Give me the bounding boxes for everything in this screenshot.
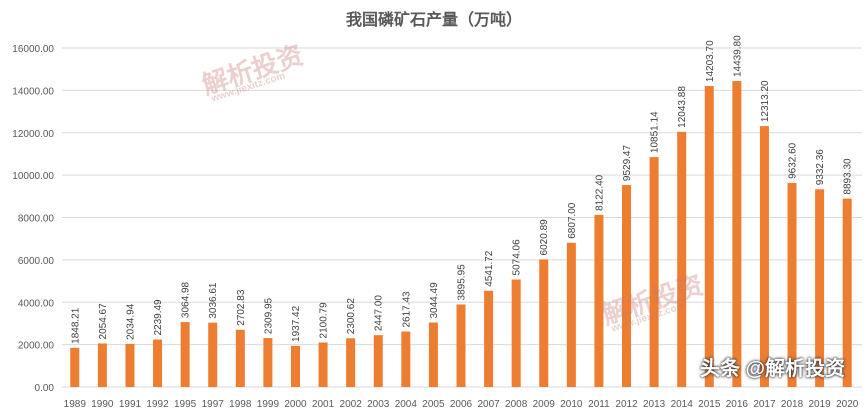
bar [677, 131, 687, 387]
data-label: 14439.80 [732, 35, 743, 77]
x-tick-label: 2006 [450, 399, 473, 410]
x-tick-label: 2019 [808, 399, 831, 410]
data-label: 12313.20 [760, 80, 771, 122]
x-tick-label: 2008 [505, 399, 528, 410]
y-tick-label: 0.00 [35, 383, 55, 394]
x-tick-label: 1991 [119, 399, 142, 410]
data-label: 6807.00 [567, 202, 578, 239]
x-tick-label: 1998 [229, 399, 252, 410]
x-tick-label: 1999 [257, 399, 280, 410]
bar [346, 338, 356, 387]
chart-title: 我国磷矿石产量（万吨） [345, 10, 522, 29]
y-tick-label: 10000.00 [12, 171, 54, 182]
data-label: 2054.67 [98, 303, 109, 340]
x-tick-label: 2013 [643, 399, 666, 410]
data-label: 2300.62 [346, 298, 357, 335]
x-tick-label: 2000 [284, 399, 307, 410]
x-tick-label: 1989 [64, 399, 87, 410]
data-label: 14203.70 [705, 40, 716, 82]
x-tick-label: 1997 [202, 399, 225, 410]
data-label: 2617.43 [401, 291, 412, 328]
bar [180, 322, 190, 387]
bar [759, 126, 769, 387]
x-tick-label: 2014 [671, 399, 694, 410]
bar [235, 329, 245, 387]
x-tick-label: 2012 [615, 399, 638, 410]
bar [842, 198, 852, 387]
data-label: 9332.36 [815, 149, 826, 186]
y-tick-label: 2000.00 [18, 341, 55, 352]
bar [622, 185, 632, 387]
x-tick-label: 2003 [367, 399, 390, 410]
bar [815, 189, 825, 387]
bar [401, 331, 411, 387]
bar [153, 339, 163, 387]
bar [566, 242, 576, 387]
x-tick-label: 2020 [836, 399, 859, 410]
x-tick-label: 2016 [726, 399, 749, 410]
x-tick-label: 1990 [91, 399, 114, 410]
x-tick-label: 2015 [698, 399, 721, 410]
data-label: 4541.72 [484, 250, 495, 287]
data-label: 6020.89 [539, 219, 550, 256]
data-label: 8122.40 [594, 174, 605, 211]
watermark-footer: 头条 @解析投资 [700, 358, 846, 380]
data-label: 9529.47 [622, 145, 633, 182]
data-label: 3064.98 [181, 281, 192, 318]
data-label: 10851.14 [650, 111, 661, 153]
bar [539, 259, 549, 387]
bar [373, 335, 383, 387]
y-tick-label: 14000.00 [12, 86, 54, 97]
y-tick-label: 6000.00 [18, 256, 55, 267]
data-label: 12043.88 [677, 86, 688, 128]
bar [456, 304, 466, 387]
bar [290, 345, 300, 387]
x-tick-label: 2002 [340, 399, 363, 410]
bar [511, 279, 521, 387]
bar [704, 86, 714, 387]
x-tick-label: 1992 [146, 399, 169, 410]
bar [97, 343, 107, 387]
data-label: 2239.49 [153, 299, 164, 336]
bar [70, 347, 80, 387]
x-tick-label: 2018 [781, 399, 804, 410]
bar [732, 81, 742, 388]
bar [208, 322, 218, 387]
bar [787, 182, 797, 387]
x-tick-label: 2011 [588, 399, 610, 410]
data-label: 1848.21 [70, 307, 81, 344]
y-tick-label: 4000.00 [18, 298, 55, 309]
data-label: 3895.95 [457, 264, 468, 301]
data-label: 2702.83 [236, 289, 247, 326]
data-label: 9632.60 [788, 142, 799, 179]
x-tick-label: 2001 [312, 399, 335, 410]
data-label: 2034.94 [125, 303, 136, 340]
x-tick-label: 2005 [422, 399, 445, 410]
x-tick-label: 1995 [174, 399, 197, 410]
y-tick-label: 8000.00 [18, 214, 55, 225]
data-label: 3044.49 [429, 282, 440, 319]
data-label: 2447.00 [374, 295, 385, 332]
bar [263, 338, 273, 387]
bar [125, 343, 135, 387]
x-tick-label: 2009 [533, 399, 556, 410]
data-label: 5074.06 [512, 239, 523, 276]
y-tick-label: 16000.00 [12, 44, 54, 55]
bar [428, 322, 438, 387]
data-label: 3036.61 [208, 282, 219, 319]
data-label: 8893.30 [843, 158, 854, 195]
x-tick-label: 2017 [753, 399, 776, 410]
bar [318, 342, 328, 387]
data-label: 2309.95 [263, 297, 274, 334]
bar [649, 157, 659, 387]
y-tick-label: 12000.00 [12, 129, 54, 140]
bar [484, 290, 494, 387]
data-label: 2100.79 [319, 302, 330, 339]
bar [594, 214, 604, 387]
data-label: 1937.42 [291, 305, 302, 342]
x-tick-label: 2004 [395, 399, 418, 410]
x-tick-label: 2007 [477, 399, 500, 410]
x-tick-label: 2010 [560, 399, 583, 410]
